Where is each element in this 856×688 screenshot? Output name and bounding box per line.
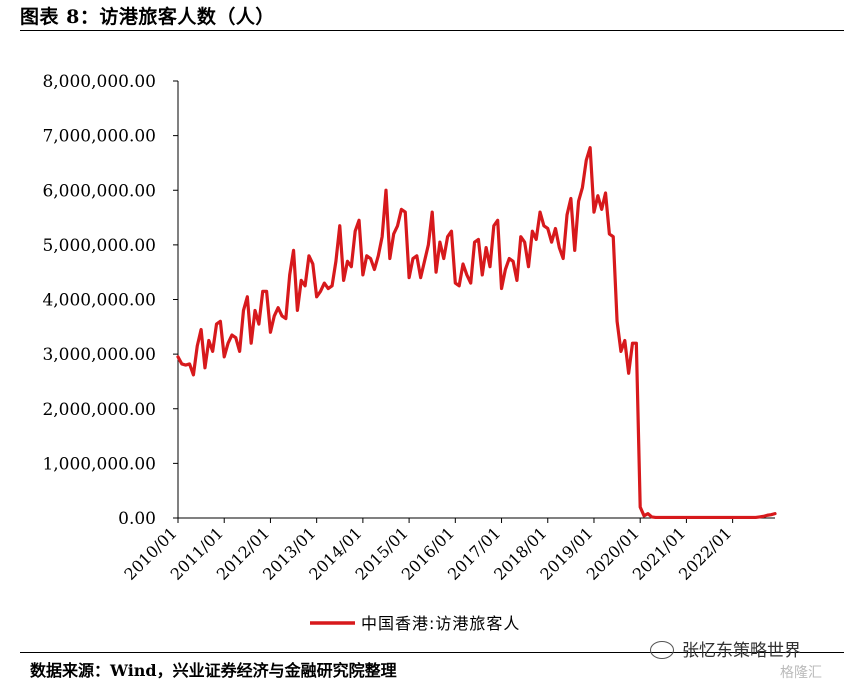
chart-title: 图表 8：访港旅客人数（人） — [20, 6, 275, 28]
y-tick-label: 4,000,000.00 — [42, 291, 156, 311]
y-tick-label: 1,000,000.00 — [42, 454, 156, 474]
legend-label: 中国香港:访港旅客人 — [361, 614, 520, 633]
series-line — [176, 146, 777, 520]
y-tick-label: 3,000,000.00 — [42, 345, 156, 365]
source-divider — [20, 652, 844, 653]
source-note: 数据来源：Wind，兴业证券经济与金融研究院整理 — [30, 661, 397, 680]
y-tick-label: 7,000,000.00 — [42, 127, 156, 147]
y-tick-label: 5,000,000.00 — [42, 236, 156, 256]
x-axis-ticks: 2010/012011/012012/012013/012014/012015/… — [120, 518, 735, 584]
y-tick-label: 8,000,000.00 — [42, 72, 156, 92]
y-tick-label: 6,000,000.00 — [42, 181, 156, 201]
wechat-icon — [650, 641, 674, 659]
watermark: 张忆东策略世界 — [650, 636, 801, 661]
y-tick-label: 0.00 — [118, 509, 156, 529]
watermark-text: 张忆东策略世界 — [682, 641, 801, 661]
legend: 中国香港:访港旅客人 — [310, 614, 520, 633]
title-divider — [20, 30, 844, 31]
watermark-logo: 格隆汇 — [780, 665, 822, 681]
y-tick-label: 2,000,000.00 — [42, 400, 156, 420]
y-axis-ticks: 0.00 1,000,000.00 2,000,000.00 3,000,000.00… — [42, 72, 178, 529]
